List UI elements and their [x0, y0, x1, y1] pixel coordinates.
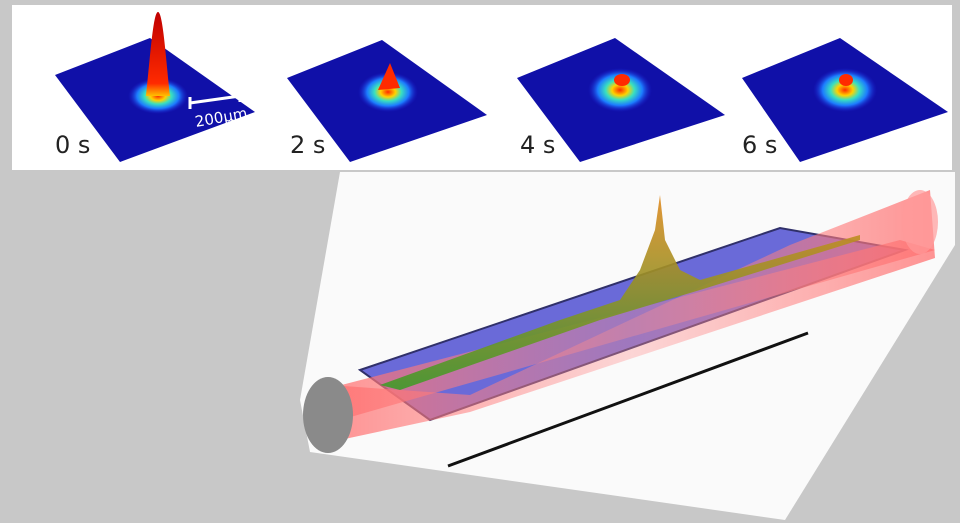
panel-label: 6 s [742, 131, 777, 159]
panel-1: 2 s [287, 40, 487, 162]
lattice-image [300, 172, 955, 520]
panel-label: 2 s [290, 131, 325, 159]
panel-3: 6 s [742, 38, 948, 162]
panel-label: 0 s [55, 131, 90, 159]
panel-label: 4 s [520, 131, 555, 159]
panel-2: 4 s [517, 38, 725, 162]
